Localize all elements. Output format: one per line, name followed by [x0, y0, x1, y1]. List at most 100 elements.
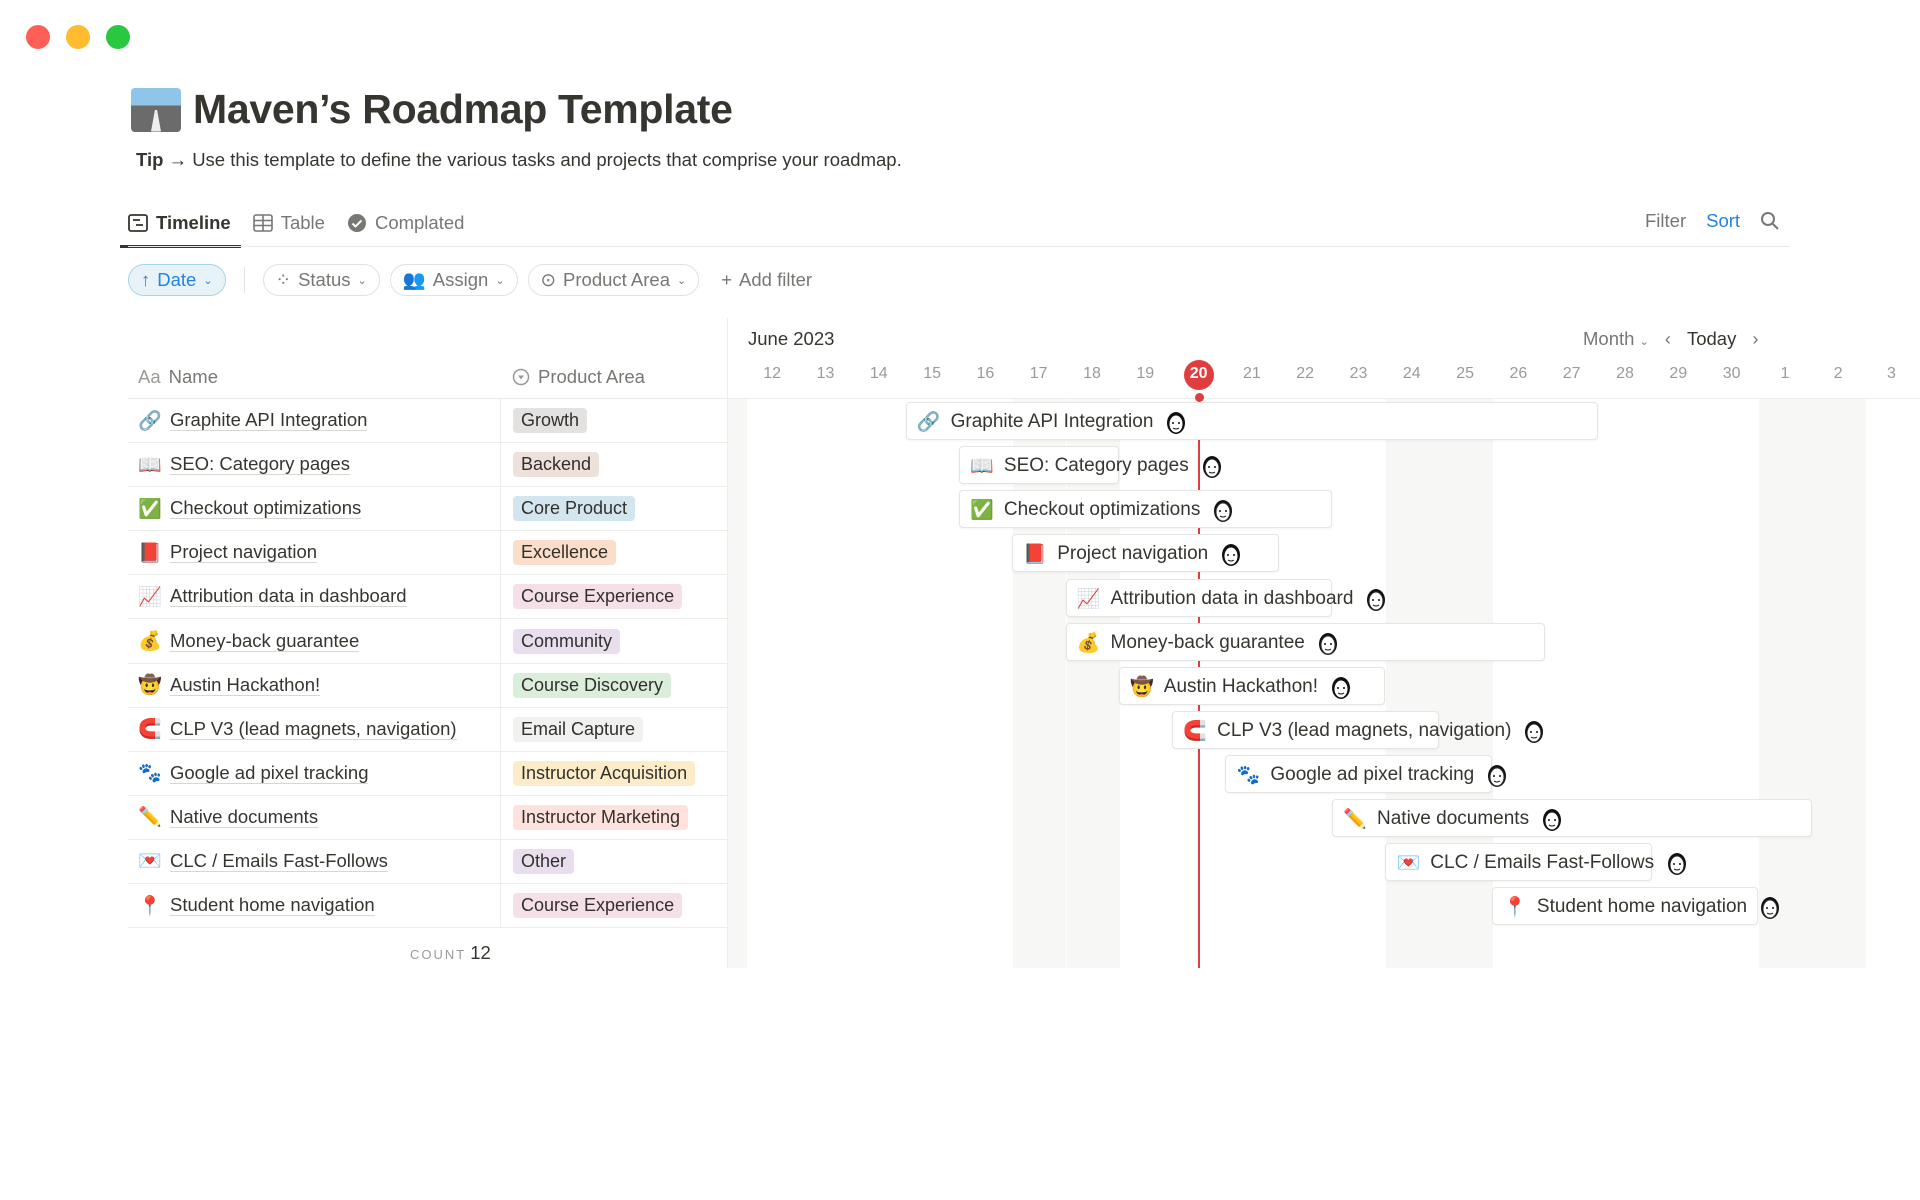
sort-date-chip[interactable]: ↑ Date ⌄	[128, 264, 226, 296]
row-name[interactable]: Checkout optimizations	[170, 497, 362, 520]
avatar[interactable]	[1757, 893, 1783, 921]
timeline-bar[interactable]: 💰 Money-back guarantee	[1065, 622, 1546, 661]
day-tick: 15	[923, 365, 941, 382]
row-name[interactable]: Austin Hackathon!	[170, 673, 321, 696]
add-filter-button[interactable]: + Add filter	[709, 264, 824, 296]
bar-emoji-icon: ✅	[970, 500, 994, 522]
today-button[interactable]: Today	[1686, 328, 1737, 349]
timeline-bar[interactable]: 📖 SEO: Category pages	[958, 446, 1221, 485]
status-filter-chip[interactable]: ⁘ Status ⌄	[262, 264, 380, 296]
avatar[interactable]	[1199, 452, 1225, 480]
check-circle-icon	[347, 214, 366, 232]
text-type-icon: Aa	[138, 365, 161, 387]
avatar[interactable]	[1210, 496, 1236, 524]
prev-button[interactable]: ‹	[1664, 328, 1671, 349]
table-row[interactable]: 🤠 Austin Hackathon! Course Discovery	[128, 663, 727, 708]
sort-button[interactable]: Sort	[1706, 210, 1741, 231]
column-name[interactable]: Name	[168, 365, 218, 387]
bar-emoji-icon: 🔗	[916, 412, 941, 434]
timeline-bar[interactable]: ✏️ Native documents	[1332, 798, 1812, 837]
people-icon: 👥	[402, 269, 426, 290]
tab-complated[interactable]: Complated	[347, 208, 464, 238]
row-name[interactable]: Native documents	[170, 805, 319, 828]
avatar[interactable]	[1163, 408, 1189, 436]
day-tick: 26	[1509, 365, 1528, 382]
close-window-button[interactable]	[26, 25, 50, 49]
table-row[interactable]: 🔗 Graphite API Integration Growth	[128, 399, 727, 444]
assign-filter-chip[interactable]: 👥 Assign ⌄	[389, 264, 518, 296]
day-tick: 22	[1296, 365, 1315, 382]
row-name[interactable]: SEO: Category pages	[170, 453, 350, 476]
product-area-tag: Course Experience	[513, 893, 683, 919]
tab-label: Table	[280, 212, 325, 233]
avatar[interactable]	[1328, 673, 1354, 701]
table-row[interactable]: ✏️ Native documents Instructor Marketing	[128, 795, 727, 840]
timeline-bar[interactable]: 📈 Attribution data in dashboard	[1065, 578, 1386, 617]
timeline-month: June 2023	[748, 328, 835, 349]
table-row[interactable]: ✅ Checkout optimizations Core Product	[128, 487, 727, 532]
row-name[interactable]: Graphite API Integration	[170, 409, 368, 432]
timeline-bar[interactable]: 🤠 Austin Hackathon!	[1118, 666, 1386, 705]
table-row[interactable]: 🐾 Google ad pixel tracking Instructor Acq…	[128, 751, 727, 796]
maximize-window-button[interactable]	[106, 25, 130, 49]
row-name[interactable]: Student home navigation	[170, 894, 375, 917]
chevron-down-icon: ⌄	[1639, 336, 1649, 348]
day-tick: 16	[976, 365, 995, 382]
avatar[interactable]	[1539, 805, 1565, 833]
chip-label: Date	[157, 269, 197, 290]
avatar[interactable]	[1664, 849, 1690, 877]
chip-label: Status	[298, 269, 351, 290]
row-name[interactable]: Money-back guarantee	[170, 629, 360, 652]
row-name[interactable]: Attribution data in dashboard	[170, 585, 407, 608]
status-icon: ⁘	[275, 269, 292, 290]
product-area-tag: Email Capture	[513, 716, 644, 742]
row-name[interactable]: CLC / Emails Fast-Follows	[170, 849, 388, 872]
table-row[interactable]: 💌 CLC / Emails Fast-Follows Other	[128, 839, 727, 885]
count-label: COUNT	[410, 947, 467, 962]
table-row[interactable]: 📕 Project navigation Excellence	[128, 531, 727, 576]
avatar[interactable]	[1363, 585, 1389, 613]
row-emoji-icon: 💌	[138, 851, 162, 873]
view-select[interactable]: Month ⌄	[1583, 328, 1649, 350]
chip-label: Product Area	[563, 269, 670, 290]
avatar[interactable]	[1484, 761, 1510, 789]
product-area-tag: Core Product	[513, 496, 636, 522]
weekend-shading	[1759, 398, 1813, 968]
column-product-area[interactable]: Product Area	[538, 365, 645, 387]
timeline-bar[interactable]: 🧲 CLP V3 (lead magnets, navigation)	[1172, 710, 1544, 749]
product-area-filter-chip[interactable]: ⊙ Product Area ⌄	[527, 264, 700, 296]
timeline-bar[interactable]: 💌 CLC / Emails Fast-Follows	[1385, 843, 1687, 881]
table-row[interactable]: 📖 SEO: Category pages Backend	[128, 443, 727, 488]
row-emoji-icon: 🐾	[138, 763, 162, 785]
timeline-bar[interactable]: 🐾 Google ad pixel tracking	[1225, 754, 1507, 793]
tab-timeline[interactable]: Timeline	[120, 208, 241, 248]
table-row[interactable]: 🧲 CLP V3 (lead magnets, navigation) Email…	[128, 707, 727, 752]
tab-table[interactable]: Table	[252, 208, 325, 238]
day-tick: 28	[1616, 365, 1634, 382]
timeline-bar[interactable]: 🔗 Graphite API Integration	[905, 402, 1599, 441]
avatar[interactable]	[1521, 717, 1547, 745]
filter-button[interactable]: Filter	[1645, 210, 1687, 231]
row-emoji-icon: 🧲	[138, 719, 162, 741]
table-row[interactable]: 💰 Money-back guarantee Community	[128, 619, 727, 664]
add-filter-label: Add filter	[739, 269, 813, 290]
next-button[interactable]: ›	[1752, 328, 1759, 349]
avatar[interactable]	[1218, 540, 1244, 568]
avatar[interactable]	[1315, 629, 1341, 657]
chevron-down-icon: ⌄	[357, 274, 367, 287]
day-tick: 2	[1833, 365, 1843, 382]
bar-emoji-icon: 🐾	[1236, 764, 1261, 786]
day-tick: 30	[1722, 365, 1741, 382]
table-row[interactable]: 📍 Student home navigation Course Experien…	[128, 884, 727, 929]
minimize-window-button[interactable]	[66, 25, 90, 49]
row-name[interactable]: Project navigation	[170, 541, 318, 564]
search-icon[interactable]	[1760, 211, 1780, 231]
tip-label: Tip →	[136, 149, 188, 170]
timeline-bar[interactable]: 📕 Project navigation	[1012, 534, 1279, 573]
timeline-bar[interactable]: 📍 Student home navigation	[1491, 887, 1780, 926]
row-name[interactable]: Google ad pixel tracking	[170, 761, 369, 784]
row-name[interactable]: CLP V3 (lead magnets, navigation)	[170, 717, 457, 740]
select-icon: ⊙	[540, 269, 557, 290]
table-row[interactable]: 📈 Attribution data in dashboard Course Ex…	[128, 575, 727, 620]
timeline-bar[interactable]: ✅ Checkout optimizations	[958, 490, 1332, 529]
